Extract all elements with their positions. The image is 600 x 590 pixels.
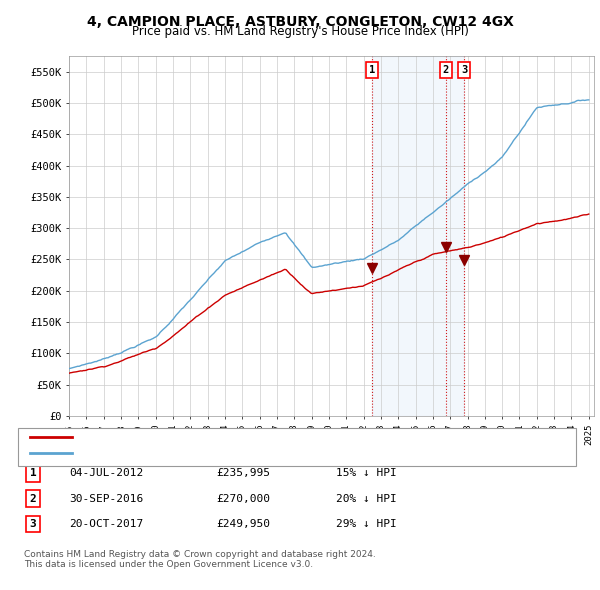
Text: £235,995: £235,995	[216, 468, 270, 478]
Text: 3: 3	[29, 519, 37, 529]
Text: £249,950: £249,950	[216, 519, 270, 529]
Text: HPI: Average price, detached house, Cheshire East: HPI: Average price, detached house, Ches…	[81, 448, 346, 458]
Text: 4, CAMPION PLACE, ASTBURY, CONGLETON, CW12 4GX (detached house): 4, CAMPION PLACE, ASTBURY, CONGLETON, CW…	[81, 432, 463, 441]
Text: 30-SEP-2016: 30-SEP-2016	[69, 494, 143, 503]
Text: 2: 2	[443, 65, 449, 75]
Text: 15% ↓ HPI: 15% ↓ HPI	[336, 468, 397, 478]
Text: 2: 2	[29, 494, 37, 503]
Text: 04-JUL-2012: 04-JUL-2012	[69, 468, 143, 478]
Text: 20% ↓ HPI: 20% ↓ HPI	[336, 494, 397, 503]
Bar	[372, 56, 464, 416]
Text: £270,000: £270,000	[216, 494, 270, 503]
Text: 29% ↓ HPI: 29% ↓ HPI	[336, 519, 397, 529]
Text: 1: 1	[29, 468, 37, 478]
Text: 1: 1	[369, 65, 376, 75]
Text: Price paid vs. HM Land Registry's House Price Index (HPI): Price paid vs. HM Land Registry's House …	[131, 25, 469, 38]
Text: 3: 3	[461, 65, 467, 75]
Text: 4, CAMPION PLACE, ASTBURY, CONGLETON, CW12 4GX: 4, CAMPION PLACE, ASTBURY, CONGLETON, CW…	[86, 15, 514, 29]
Text: 20-OCT-2017: 20-OCT-2017	[69, 519, 143, 529]
Text: Contains HM Land Registry data © Crown copyright and database right 2024.
This d: Contains HM Land Registry data © Crown c…	[24, 550, 376, 569]
